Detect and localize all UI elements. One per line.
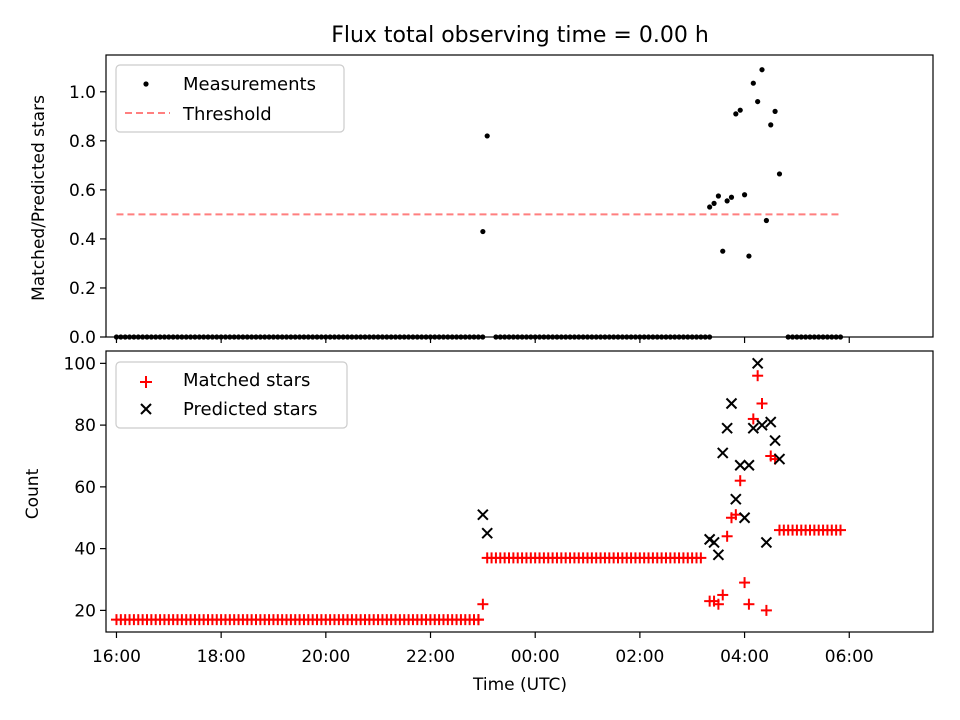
- bottom-xtick-label: 06:00: [825, 647, 874, 667]
- measurement-point: [772, 108, 778, 114]
- predicted-star-marker: [721, 422, 733, 434]
- matched-star-marker: [717, 589, 729, 601]
- predicted-star-marker: [760, 536, 773, 549]
- predicted-star-marker: [725, 397, 738, 410]
- predicted-star-marker: [773, 453, 786, 465]
- predicted-star-marker: [717, 447, 729, 459]
- matched-star-marker: [473, 614, 485, 626]
- top-ytick-label: 1.0: [69, 83, 96, 103]
- measurement-point: [724, 198, 730, 204]
- predicted-star-marker: [481, 527, 493, 539]
- bottom-ticks: 20 40 60 80 100 16:00 18:00 20:00 22:00 00:00 02:0…: [64, 354, 874, 667]
- predicted-star-marker: [765, 416, 777, 428]
- measurement-point: [763, 217, 769, 224]
- legend-predicted-marker: [140, 403, 152, 415]
- bottom-ytick-label: 20: [74, 601, 96, 621]
- top-ytick-label: 0.6: [69, 181, 96, 201]
- bottom-axes-frame: [105, 350, 934, 633]
- legend-matched-marker: [140, 376, 152, 388]
- matched-star-marker: [695, 552, 707, 564]
- top-ticks: 0.0 0.2 0.4 0.6 0.8 1.0: [69, 83, 850, 348]
- top-ylabel: Matched/Predicted stars: [29, 95, 49, 301]
- measurement-point: [746, 253, 752, 259]
- predicted-star-marker: [769, 434, 781, 447]
- predicted-star-marker: [734, 459, 746, 471]
- bottom-xtick-label: 00:00: [511, 647, 560, 667]
- measurement-point: [707, 204, 713, 210]
- measurement-point: [720, 248, 726, 254]
- bottom-xtick-label: 02:00: [615, 647, 664, 667]
- bottom-xtick-label: 22:00: [406, 647, 455, 667]
- top-ytick-label: 0.4: [69, 230, 96, 250]
- legend-matched-label: Matched stars: [183, 370, 310, 391]
- measurement-point: [484, 133, 490, 139]
- measurement-point: [737, 107, 743, 113]
- bottom-ylabel: Count: [23, 468, 43, 519]
- measurement-point: [480, 228, 486, 235]
- predicted-star-marker: [747, 422, 760, 434]
- matched-star-marker: [747, 413, 759, 425]
- top-ytick-label: 0.8: [69, 132, 96, 152]
- legend-predicted-label: Predicted stars: [183, 399, 317, 420]
- matched-star-marker: [712, 598, 724, 610]
- matched-star-marker: [756, 397, 768, 409]
- predicted-star-marker: [712, 549, 725, 561]
- predicted-star-marker: [730, 493, 742, 505]
- legend-measurements-label: Measurements: [183, 74, 316, 95]
- matched-star-marker: [760, 604, 772, 616]
- legend-threshold-label: Threshold: [182, 104, 272, 125]
- bottom-matched-series: [110, 370, 847, 626]
- bottom-xtick-label: 18:00: [197, 647, 246, 667]
- matched-star-marker: [721, 530, 733, 542]
- predicted-star-marker: [708, 536, 720, 549]
- measurement-point: [741, 192, 748, 198]
- predicted-star-marker: [751, 357, 764, 370]
- bottom-xtick-label: 16:00: [92, 647, 141, 667]
- predicted-star-marker: [738, 512, 751, 524]
- top-panel: Flux total observing time = 0.00 h Match…: [29, 23, 934, 348]
- bottom-legend: Matched stars Predicted stars: [115, 361, 348, 429]
- top-legend: Measurements Threshold: [115, 64, 345, 133]
- matched-star-marker: [773, 524, 785, 536]
- bottom-xlabel: Time (UTC): [472, 675, 567, 695]
- matched-star-marker: [752, 370, 764, 382]
- top-ytick-label: 0.2: [69, 279, 96, 299]
- measurement-point: [768, 122, 774, 128]
- legend-measurements-marker: [143, 81, 149, 87]
- matched-star-marker: [835, 524, 847, 536]
- bottom-legend-box: [115, 361, 348, 429]
- measurement-point: [733, 111, 739, 117]
- measurement-point: [715, 193, 721, 199]
- matched-star-marker: [477, 598, 489, 610]
- bottom-ytick-label: 100: [64, 354, 96, 374]
- measurement-point: [759, 67, 765, 73]
- matched-star-marker: [743, 598, 755, 610]
- bottom-xtick-label: 20:00: [301, 647, 350, 667]
- matched-star-marker: [730, 509, 742, 521]
- bottom-ytick-label: 80: [74, 416, 96, 436]
- measurement-point: [776, 171, 783, 177]
- top-ytick-label: 0.0: [69, 328, 96, 348]
- predicted-star-marker: [477, 508, 489, 521]
- bottom-ytick-label: 60: [74, 478, 96, 498]
- bottom-ytick-label: 40: [74, 540, 96, 560]
- measurement-point: [750, 80, 756, 86]
- predicted-star-marker: [743, 459, 755, 471]
- top-title: Flux total observing time = 0.00 h: [331, 23, 709, 48]
- measurement-point: [711, 200, 717, 206]
- measurement-point: [728, 194, 735, 200]
- top-axes-frame: [105, 54, 934, 338]
- bottom-predicted-series: [477, 357, 786, 561]
- predicted-star-marker: [756, 419, 768, 431]
- bottom-xtick-label: 04:00: [720, 647, 769, 667]
- measurement-point: [755, 98, 761, 105]
- matched-star-marker: [734, 475, 746, 487]
- matched-star-marker: [739, 577, 751, 589]
- top-legend-box: [115, 64, 345, 133]
